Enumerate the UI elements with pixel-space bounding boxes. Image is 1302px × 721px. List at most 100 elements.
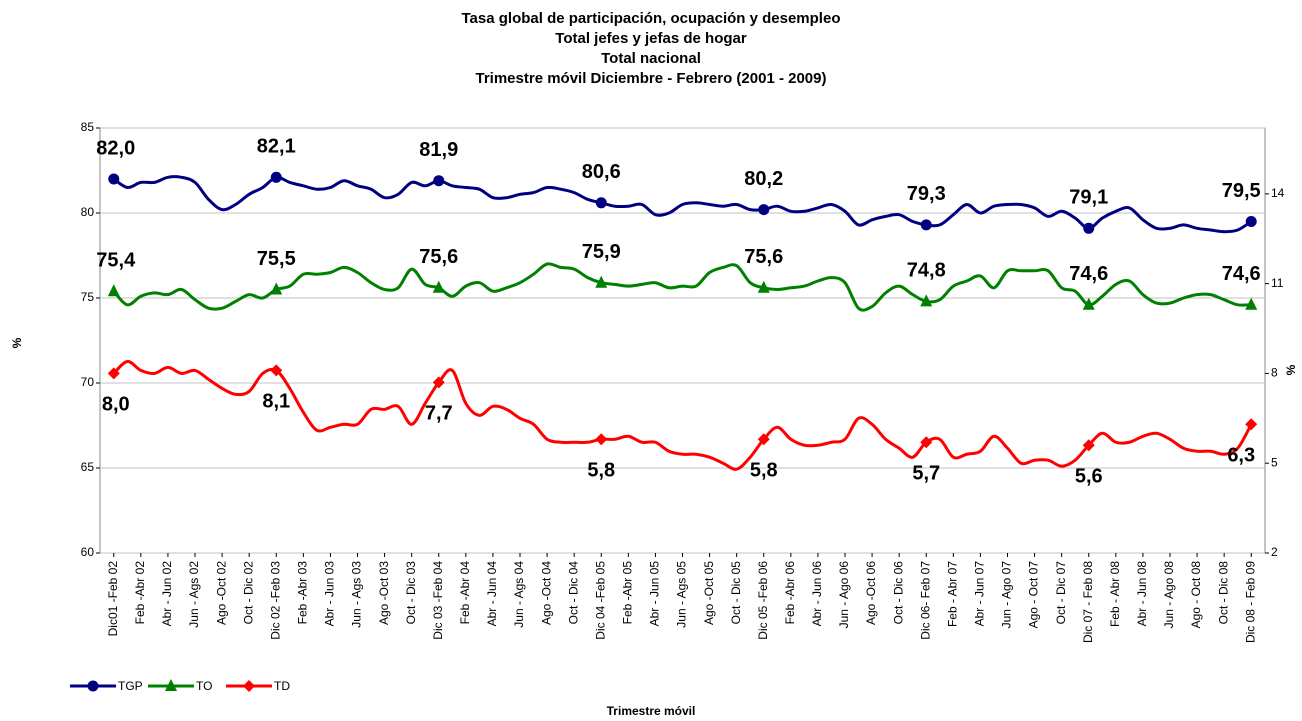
x-tick-label: Ago -Oct 04 [539,561,553,625]
legend-marker [243,680,255,692]
data-point [432,280,445,293]
data-label: 74,8 [907,260,946,282]
y2-tick-label: 5 [1271,455,1278,469]
x-tick-label: Abr - Jun 07 [973,561,987,627]
data-point [1082,297,1095,310]
x-tick-label: Ago - Oct 07 [1027,561,1041,629]
x-tick-label: Dic 02 -Feb 03 [268,561,282,640]
x-tick-label: Feb -Abr 02 [133,561,147,625]
legend-marker [165,679,177,691]
x-tick-label: Jun - Ags 03 [350,561,364,628]
x-axis-label: Trimestre móvil [607,704,696,718]
x-tick-label: Oct - Dic 08 [1216,561,1230,625]
x-tick-label: Oct - Dic 05 [729,561,743,625]
data-point [107,284,120,297]
x-tick-label: Feb - Abr 08 [1108,561,1122,627]
data-point [433,175,445,187]
x-tick-label: Dic 05 -Feb 06 [756,561,770,640]
x-tick-label: Jun - Ago 07 [1000,561,1014,629]
x-tick-label: Oct - Dic 02 [241,561,255,625]
x-tick-label: Feb -Abr 05 [621,561,635,625]
data-label: 7,7 [425,403,453,425]
data-label: 75,9 [582,241,621,263]
data-point [432,376,445,389]
data-point [1083,222,1095,234]
data-point [920,436,933,449]
chart-title: Total nacional [601,50,701,67]
data-label: 5,7 [912,463,940,485]
data-label: 80,2 [744,168,783,190]
x-tick-label: Oct - Dic 06 [891,561,905,625]
data-label: 80,6 [582,161,621,183]
data-label: 75,5 [257,248,296,270]
chart-title: Trimestre móvil Diciembre - Febrero (200… [476,70,827,87]
x-tick-label: Jun - Ags 04 [512,561,526,628]
y2-axis-label: % [1284,364,1298,375]
data-point [920,294,933,307]
data-point [270,171,282,183]
series-line [112,175,1253,234]
data-label: 5,8 [587,460,615,482]
x-tick-label: Ago -Oct 06 [864,561,878,625]
data-label: 75,4 [96,249,136,271]
x-tick-label: Jun - Ags 02 [187,561,201,628]
x-tick-label: Oct - Dic 04 [566,561,580,625]
x-tick-label: Ago -Oct 03 [377,561,391,625]
x-tick-label: Jun - Ags 05 [675,561,689,628]
x-tick-label: Oct - Dic 03 [404,561,418,625]
x-tick-label: Dic 06- Feb 07 [918,561,932,640]
series-line [112,359,1253,471]
data-label: 5,6 [1075,466,1103,488]
data-label: 74,6 [1069,263,1108,285]
y-tick-label: 80 [81,205,95,219]
data-point [595,275,608,288]
data-point [920,219,932,231]
data-point [1245,418,1258,431]
data-label: 79,1 [1069,187,1108,209]
y2-tick-label: 11 [1271,276,1284,290]
data-point [1245,216,1257,227]
x-tick-label: Abr - Jun 05 [648,561,662,627]
x-tick-label: Abr - Jun 03 [323,561,337,627]
data-label: 6,3 [1227,445,1255,467]
data-point [270,364,283,377]
data-point [107,367,120,380]
y-tick-label: 60 [81,545,95,559]
chart-title: Tasa global de participación, ocupación … [462,10,841,27]
data-point [758,204,770,216]
y-tick-label: 85 [81,120,95,134]
x-tick-label: Feb -Abr 04 [458,561,472,625]
data-label: 82,1 [257,136,296,158]
data-label: 74,6 [1222,263,1261,285]
y-axis-label: % [10,337,24,348]
data-label: 75,6 [419,246,458,268]
legend-label: TO [196,679,212,693]
x-tick-label: Dic 04 -Feb 05 [593,561,607,640]
legend-marker [87,680,99,692]
data-label: 82,0 [96,137,135,159]
y-tick-label: 70 [81,375,95,389]
y-tick-label: 65 [81,460,95,474]
data-point [757,433,770,446]
data-point [595,433,608,446]
y-tick-label: 75 [81,290,95,304]
data-point [108,173,120,185]
x-tick-label: Jun - Ago 08 [1162,561,1176,629]
x-tick-label: Abr - Jun 04 [485,561,499,627]
y2-tick-label: 14 [1271,186,1285,200]
y2-tick-label: 2 [1271,545,1278,559]
data-point [595,197,607,209]
data-label: 79,5 [1222,180,1261,202]
data-point [270,282,283,295]
x-tick-label: Dic 08 - Feb 09 [1243,561,1257,643]
legend-label: TD [274,679,290,693]
data-point [1082,439,1095,452]
x-tick-label: Oct - Dic 07 [1054,561,1068,625]
data-label: 8,1 [262,391,290,413]
x-tick-label: Ago -Oct 02 [214,561,228,625]
data-label: 8,0 [102,394,130,416]
x-tick-label: Feb - Abr 07 [945,561,959,627]
x-tick-label: Jun - Ago 06 [837,561,851,629]
x-tick-label: Ago -Oct 05 [702,561,716,625]
